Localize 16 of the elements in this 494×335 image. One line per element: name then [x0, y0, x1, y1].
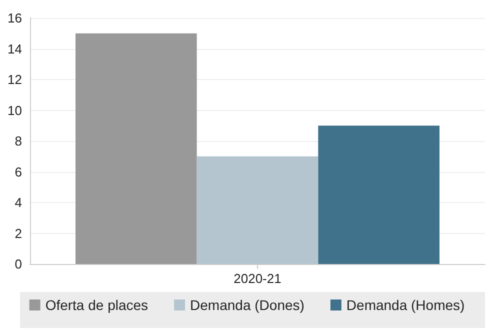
y-tick-label: 6 — [14, 164, 22, 180]
y-tick-label: 2 — [14, 226, 22, 241]
legend-label: Oferta de places — [45, 297, 148, 313]
y-tick-label: 12 — [8, 72, 22, 87]
bar — [196, 156, 318, 264]
legend-label: Demanda (Homes) — [346, 297, 465, 313]
y-tick-label: 14 — [8, 41, 22, 56]
y-tick-label: 8 — [14, 134, 22, 148]
bar — [76, 33, 197, 264]
x-tick-label: 2020-21 — [234, 271, 282, 286]
y-tick-label: 16 — [8, 10, 22, 26]
y-tick-label: 10 — [8, 102, 22, 118]
y-tick-label: 0 — [14, 256, 22, 272]
y-tick-label: 4 — [14, 195, 22, 210]
bar — [318, 126, 440, 264]
legend-label: Demanda (Dones) — [190, 297, 304, 313]
